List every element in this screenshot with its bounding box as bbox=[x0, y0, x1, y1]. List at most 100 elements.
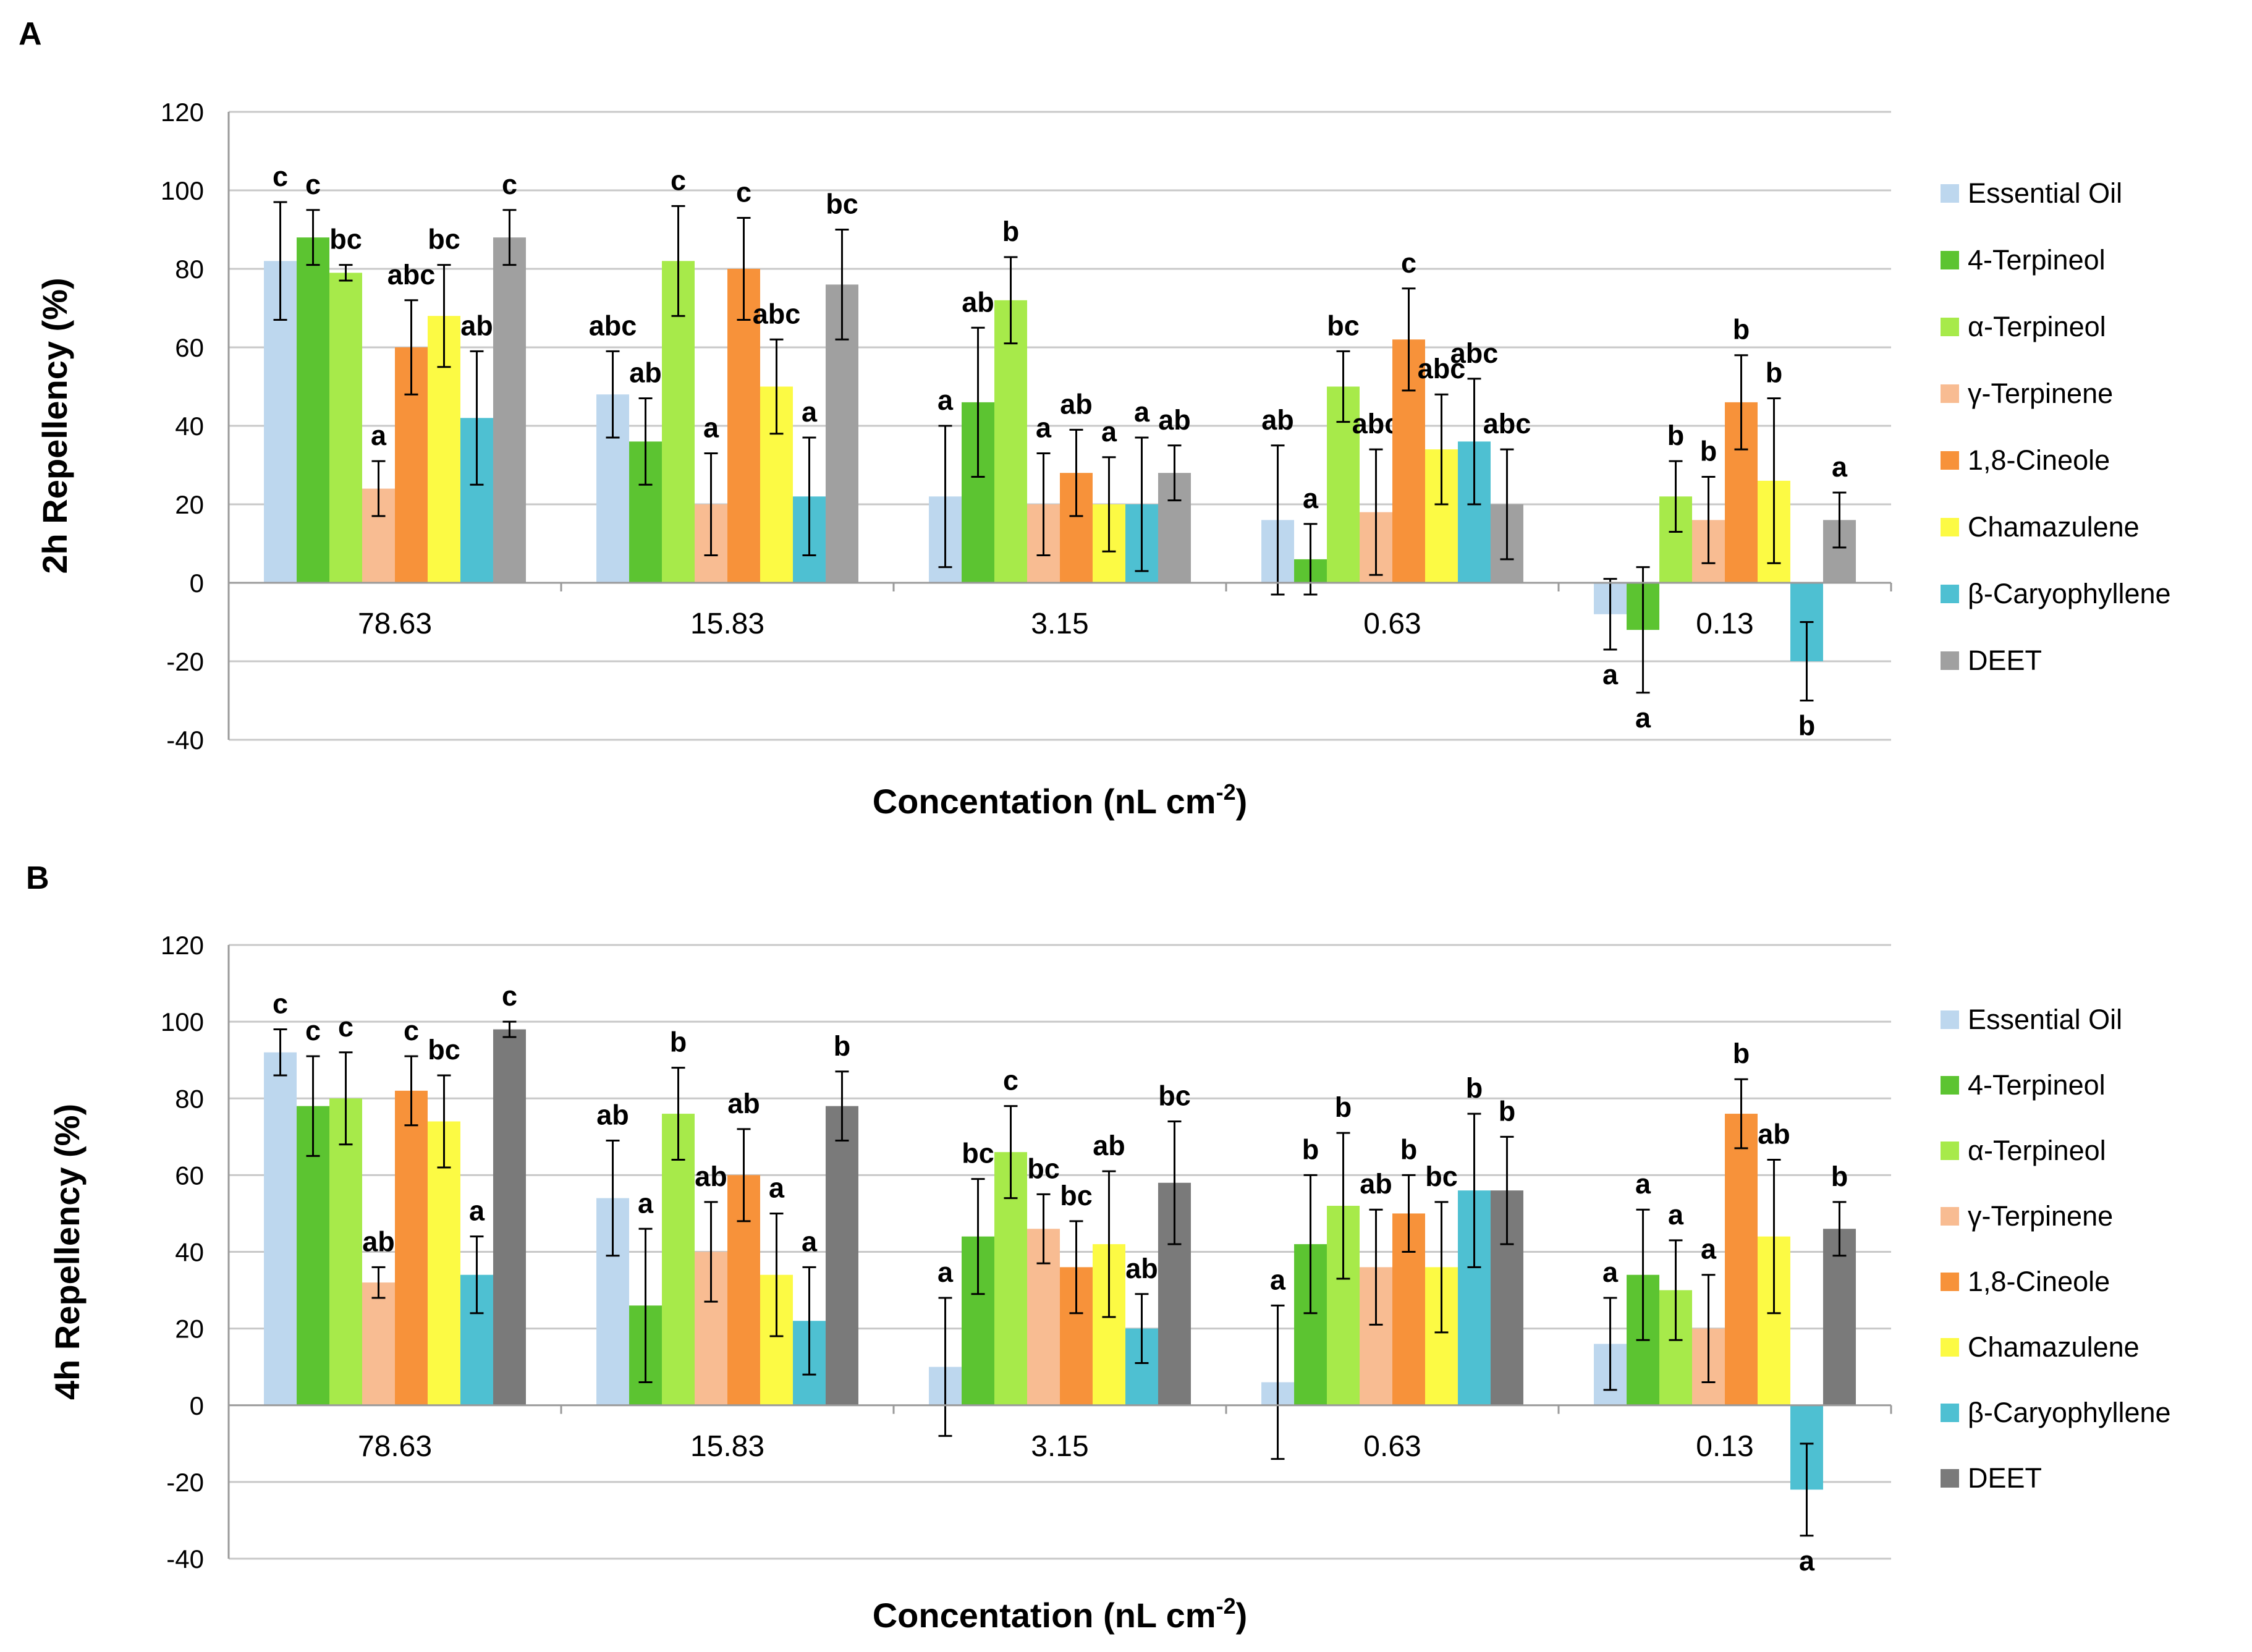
significance-label: a bbox=[1602, 1256, 1619, 1288]
legend-swatch bbox=[1941, 1142, 1959, 1160]
significance-label: b bbox=[1466, 1072, 1483, 1104]
significance-label: bc bbox=[428, 1034, 460, 1065]
significance-label: ab bbox=[596, 1099, 629, 1131]
significance-label: b bbox=[1302, 1133, 1319, 1165]
significance-label: a bbox=[1134, 396, 1150, 428]
significance-label: ab bbox=[460, 310, 493, 341]
x-axis-title-superscript: -2 bbox=[1216, 1593, 1236, 1619]
significance-label: ab bbox=[1261, 404, 1294, 436]
legend-swatch bbox=[1941, 1010, 1959, 1029]
x-axis-title: Concentation (nL cm-2) bbox=[873, 1593, 1248, 1635]
category-label: 78.63 bbox=[358, 1430, 432, 1463]
significance-label: a bbox=[638, 1187, 654, 1219]
y-axis-title: 4h Repellency (%) bbox=[48, 1104, 87, 1400]
legend-swatch bbox=[1941, 518, 1959, 536]
significance-label: a bbox=[371, 420, 387, 451]
y-tick-label: 60 bbox=[175, 1161, 204, 1190]
significance-label: c bbox=[1003, 1065, 1018, 1096]
y-tick-label: -40 bbox=[166, 726, 204, 755]
x-axis-title-main: Concentation (nL cm bbox=[873, 782, 1216, 821]
y-tick-label: -20 bbox=[166, 647, 204, 676]
significance-label: ab bbox=[695, 1161, 727, 1192]
x-axis-title-main: Concentation (nL cm bbox=[873, 1596, 1216, 1635]
y-tick-label: 40 bbox=[175, 412, 204, 441]
legend-label: β-Caryophyllene bbox=[1968, 578, 2171, 609]
y-tick-label: 120 bbox=[161, 98, 204, 127]
significance-label: bc bbox=[1060, 1180, 1093, 1211]
y-tick-label: 0 bbox=[190, 569, 204, 598]
significance-label: b bbox=[670, 1027, 687, 1058]
y-tick-label: -40 bbox=[166, 1544, 204, 1574]
legend-swatch bbox=[1941, 1273, 1959, 1291]
bar bbox=[395, 1090, 428, 1405]
legend-label: DEET bbox=[1968, 1462, 2042, 1494]
significance-label: a bbox=[938, 1256, 954, 1288]
legend-swatch bbox=[1941, 1076, 1959, 1095]
legend-label: DEET bbox=[1968, 645, 2042, 676]
significance-label: a bbox=[1635, 702, 1651, 734]
bar bbox=[825, 1106, 858, 1405]
significance-label: abc bbox=[1450, 337, 1499, 369]
bar bbox=[362, 1282, 395, 1405]
significance-label: abc bbox=[1483, 408, 1531, 439]
legend-label: 4-Terpineol bbox=[1968, 244, 2106, 276]
significance-label: abc bbox=[753, 298, 801, 329]
legend-label: 1,8-Cineole bbox=[1968, 444, 2110, 476]
significance-label: abc bbox=[1418, 353, 1466, 384]
legend-swatch bbox=[1941, 451, 1959, 470]
category-label: 0.63 bbox=[1363, 1430, 1421, 1463]
series--terpineol: c bc b a bbox=[329, 1011, 1693, 1405]
significance-label: b bbox=[1798, 710, 1816, 742]
category-label: 15.83 bbox=[690, 1430, 764, 1463]
legend-label: Chamazulene bbox=[1968, 511, 2140, 543]
significance-label: ab bbox=[1360, 1168, 1392, 1200]
legend-swatch bbox=[1941, 384, 1959, 403]
y-tick-label: 120 bbox=[161, 931, 204, 960]
category-label: 3.15 bbox=[1031, 608, 1088, 640]
significance-label: ab bbox=[962, 286, 994, 318]
significance-label: ab bbox=[629, 357, 662, 389]
significance-label: c bbox=[305, 169, 321, 200]
significance-label: abc bbox=[1352, 408, 1400, 439]
significance-label: a bbox=[802, 396, 818, 428]
significance-label: a bbox=[1101, 416, 1117, 447]
legend-swatch bbox=[1941, 184, 1959, 203]
significance-label: a bbox=[703, 412, 719, 443]
significance-label: ab bbox=[1158, 404, 1191, 436]
legend-label: 4-Terpineol bbox=[1968, 1069, 2106, 1101]
y-tick-label: 0 bbox=[190, 1391, 204, 1420]
significance-label: b bbox=[1002, 216, 1020, 247]
bar bbox=[297, 237, 330, 583]
bar bbox=[264, 1052, 297, 1405]
significance-label: ab bbox=[1060, 388, 1093, 420]
significance-label: b bbox=[1766, 357, 1783, 389]
significance-label: c bbox=[736, 176, 751, 208]
y-tick-label: 100 bbox=[161, 176, 204, 205]
bar bbox=[329, 273, 363, 583]
legend-label: Essential Oil bbox=[1968, 177, 2122, 209]
bar bbox=[493, 237, 526, 583]
significance-label: a bbox=[1668, 1199, 1684, 1231]
y-tick-label: 40 bbox=[175, 1238, 204, 1267]
significance-label: a bbox=[938, 384, 954, 416]
significance-label: a bbox=[469, 1195, 485, 1227]
category-label: 0.13 bbox=[1696, 1430, 1753, 1463]
bar bbox=[493, 1029, 526, 1405]
significance-label: c bbox=[502, 980, 517, 1012]
significance-label: a bbox=[1270, 1264, 1286, 1295]
y-tick-label: 100 bbox=[161, 1007, 204, 1036]
legend-label: 1,8-Cineole bbox=[1968, 1266, 2110, 1297]
legend-swatch bbox=[1941, 651, 1959, 670]
y-axis-title: 2h Repellency (%) bbox=[35, 277, 74, 574]
significance-label: b bbox=[1499, 1095, 1516, 1127]
y-tick-label: 80 bbox=[175, 255, 204, 284]
x-axis-title: Concentation (nL cm-2) bbox=[873, 779, 1248, 821]
